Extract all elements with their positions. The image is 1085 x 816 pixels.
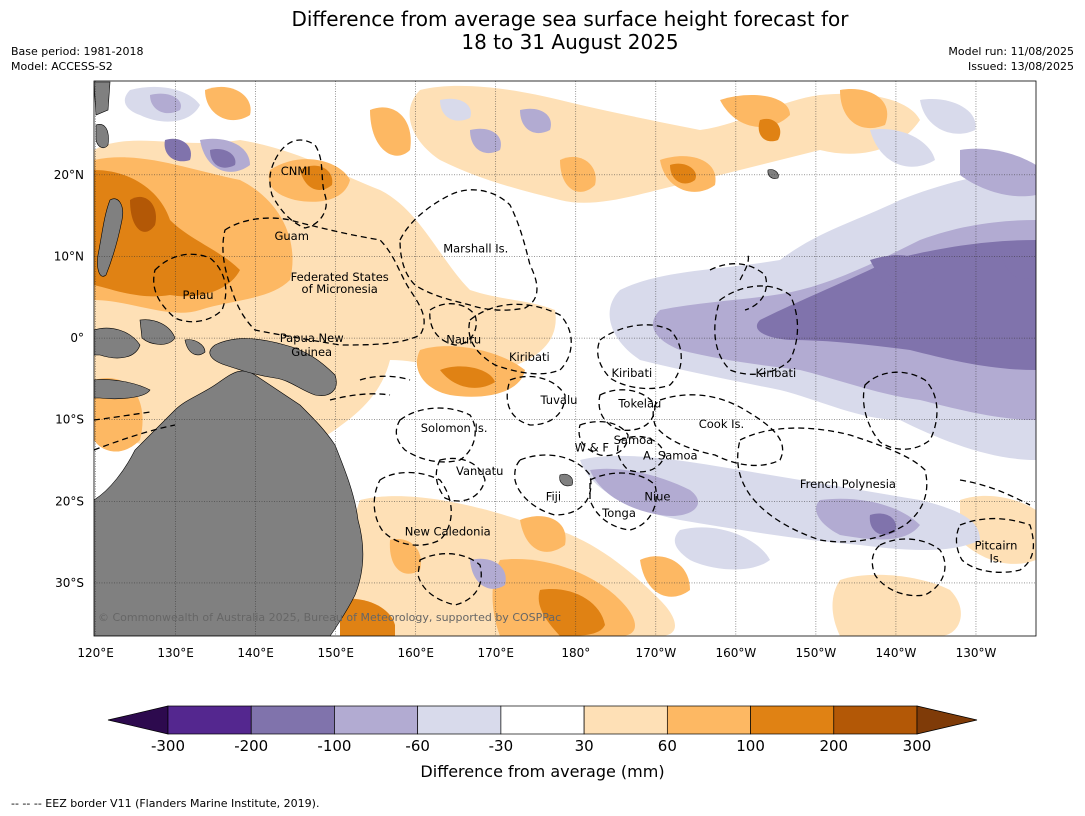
region-label: Guinea xyxy=(291,345,332,359)
region-label: Federated States xyxy=(291,270,389,284)
region-label: Samoa xyxy=(614,433,654,447)
copyright-note: © Commonwealth of Australia 2025, Bureau… xyxy=(98,611,561,624)
meta-right: Model run: 11/08/2025 Issued: 13/08/2025 xyxy=(948,44,1074,74)
colorbar-bin xyxy=(750,705,835,735)
colorbar-tick-label: 100 xyxy=(736,737,765,755)
region-label: Palau xyxy=(183,288,214,302)
title-line-2: 18 to 31 August 2025 xyxy=(461,30,679,54)
region-label: Niue xyxy=(644,489,670,503)
colorbar-bin xyxy=(583,705,668,735)
lat-tick-label: 20°S xyxy=(55,494,84,508)
lon-tick-label: 140°E xyxy=(237,646,274,660)
colorbar-tick-label: -60 xyxy=(405,737,430,755)
lon-tick-label: 120°E xyxy=(77,646,114,660)
lon-tick-label: 180° xyxy=(561,646,590,660)
map-title: Difference from average sea surface heig… xyxy=(0,8,1085,54)
region-label: Papua New xyxy=(280,331,344,345)
colorbar-tick-label: 30 xyxy=(575,737,594,755)
colorbar-bin xyxy=(167,705,252,735)
lon-tick-label: 170°E xyxy=(478,646,515,660)
lon-tick-label: 130°W xyxy=(956,646,997,660)
lat-tick-label: 0° xyxy=(70,331,84,345)
region-label: Kiribati xyxy=(611,366,652,380)
eez-borders xyxy=(94,139,1035,606)
colorbar-tick-label: -30 xyxy=(489,737,514,755)
region-label: Vanuatu xyxy=(456,464,503,478)
lon-tick-label: 170°W xyxy=(635,646,676,660)
region-label: Tonga xyxy=(601,506,636,520)
lon-tick-label: 160°W xyxy=(715,646,756,660)
axis-labels: 120°E 130°E 140°E 150°E 160°E 170°E 180° 170°W 1… xyxy=(54,168,997,660)
lon-tick-label: 150°E xyxy=(317,646,354,660)
colorbar-tick-label: 200 xyxy=(819,737,848,755)
colorbar-under-arrow xyxy=(107,705,169,735)
region-label: Is. xyxy=(989,551,1002,565)
land-masses xyxy=(94,81,779,636)
colorbar-bin xyxy=(250,705,335,735)
region-label: CNMI xyxy=(281,164,311,178)
region-label: A. Samoa xyxy=(643,449,698,463)
colorbar-bin xyxy=(833,705,918,735)
model-name: Model: ACCESS-S2 xyxy=(11,60,113,73)
region-label: Fiji xyxy=(546,489,561,503)
region-label: Marshall Is. xyxy=(443,241,508,255)
issued-date: Issued: 13/08/2025 xyxy=(967,60,1074,73)
colorbar-label: Difference from average (mm) xyxy=(420,762,665,781)
lon-tick-label: 130°E xyxy=(157,646,194,660)
region-label: Tuvalu xyxy=(540,393,578,407)
title-line-1: Difference from average sea surface heig… xyxy=(291,7,849,31)
colorbar-bin xyxy=(500,705,585,735)
region-label: Nauru xyxy=(446,333,481,347)
lon-tick-label: 160°E xyxy=(397,646,434,660)
colorbar-bin xyxy=(417,705,502,735)
lon-tick-label: 150°W xyxy=(796,646,837,660)
colorbar-tick-label: -100 xyxy=(317,737,351,755)
lat-tick-label: 10°S xyxy=(55,413,84,427)
region-label: Cook Is. xyxy=(699,417,744,431)
region-label: Kiribati xyxy=(509,350,550,364)
colorbar: -300 -200 -100 -60 -30 30 60 100 200 300 xyxy=(107,705,978,755)
region-label: Tokelau xyxy=(617,396,661,410)
region-label: French Polynesia xyxy=(800,477,896,491)
region-label: Pitcairn xyxy=(975,538,1018,552)
region-label: Solomon Is. xyxy=(421,421,488,435)
colorbar-tick-label: 300 xyxy=(903,737,932,755)
lon-tick-label: 140°W xyxy=(876,646,917,660)
meta-left: Base period: 1981-2018 Model: ACCESS-S2 xyxy=(11,44,143,74)
region-label: of Micronesia xyxy=(302,282,378,296)
lat-tick-label: 20°N xyxy=(54,168,84,182)
grid-lines xyxy=(94,81,1036,636)
colorbar-bin xyxy=(666,705,751,735)
eez-footnote: -- -- -- EEZ border V11 (Flanders Marine… xyxy=(11,797,320,810)
lat-tick-label: 10°N xyxy=(54,249,84,263)
lat-tick-label: 30°S xyxy=(55,576,84,590)
map-frame xyxy=(93,80,1037,637)
colorbar-tick-label: -200 xyxy=(234,737,268,755)
region-label: Guam xyxy=(274,229,308,243)
model-run: Model run: 11/08/2025 xyxy=(948,45,1074,58)
colorbar-tick-label: 60 xyxy=(658,737,677,755)
region-label: Kiribati xyxy=(756,366,797,380)
base-period: Base period: 1981-2018 xyxy=(11,45,144,58)
colorbar-over-arrow xyxy=(916,705,978,735)
region-label: W & F xyxy=(575,440,609,454)
region-label: New Caledonia xyxy=(405,525,491,539)
colorbar-bin xyxy=(334,705,419,735)
colorbar-tick-label: -300 xyxy=(151,737,185,755)
